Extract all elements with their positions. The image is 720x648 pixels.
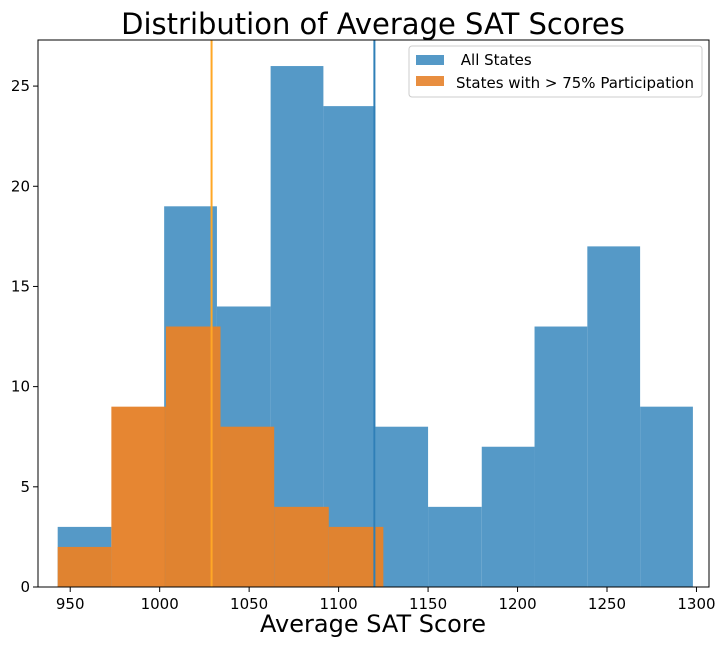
plot-frame xyxy=(37,39,710,588)
y-axis: 0 5 10 15 20 25 xyxy=(11,77,38,596)
chart-title: Distribution of Average SAT Scores xyxy=(121,7,625,41)
legend-swatch-all-states xyxy=(416,55,444,65)
x-axis-label: Average SAT Score xyxy=(260,610,486,638)
bar-all-states-6 xyxy=(375,426,429,587)
x-tick-label: 1000 xyxy=(141,595,179,613)
bars-layer xyxy=(57,66,693,588)
x-tick-label: 950 xyxy=(56,595,85,613)
legend-label-all-states: All States xyxy=(456,51,532,69)
legend-label-participation: States with > 75% Participation xyxy=(456,74,694,92)
y-tick-label: 20 xyxy=(11,177,30,195)
x-tick-label: 1300 xyxy=(677,595,715,613)
x-tick-label: 1250 xyxy=(588,595,626,613)
y-tick-label: 0 xyxy=(20,578,30,596)
bar-all-states-7 xyxy=(428,506,482,587)
bar-all-states-10 xyxy=(587,246,641,587)
x-tick-label: 1200 xyxy=(498,595,536,613)
y-tick-label: 5 xyxy=(20,478,30,496)
bar-all-states-9 xyxy=(534,326,588,587)
bar-participation-4 xyxy=(274,506,329,587)
bar-participation-1 xyxy=(111,406,166,587)
bar-participation-3 xyxy=(220,426,275,587)
legend-swatch-participation xyxy=(416,76,444,86)
bar-participation-0 xyxy=(57,546,112,587)
bar-all-states-8 xyxy=(481,446,535,587)
legend: All States States with > 75% Participati… xyxy=(408,45,703,98)
bar-all-states-11 xyxy=(640,406,693,587)
y-tick-label: 10 xyxy=(11,378,30,396)
x-axis: 950 1000 1050 1100 1150 1200 1250 1300 xyxy=(56,587,716,613)
x-tick-label: 1150 xyxy=(409,595,447,613)
vlines-layer xyxy=(210,40,376,587)
y-tick-label: 25 xyxy=(11,77,30,95)
x-tick-label: 1100 xyxy=(320,595,358,613)
legend-box xyxy=(408,45,703,98)
bar-all-states-5 xyxy=(323,106,376,587)
y-tick-label: 15 xyxy=(11,277,30,295)
bar-all-states-4 xyxy=(270,66,324,588)
x-tick-label: 1050 xyxy=(230,595,268,613)
